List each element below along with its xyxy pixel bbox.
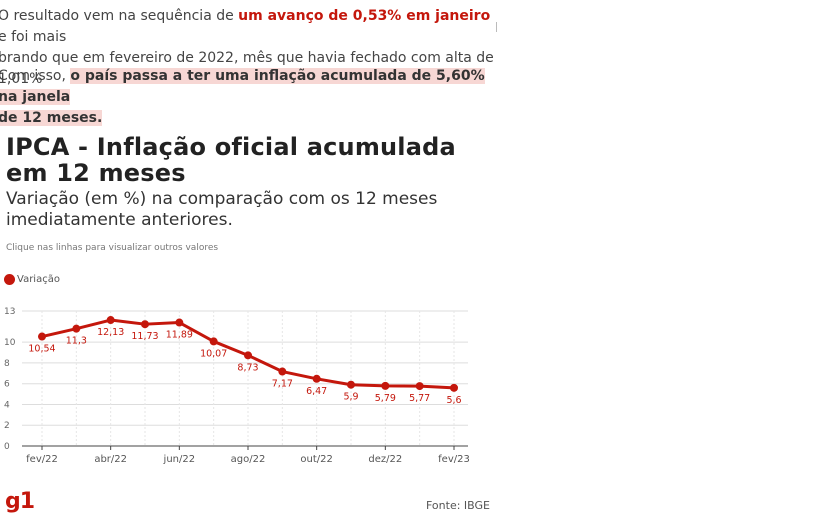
data-point: [244, 351, 252, 360]
data-label: 5,6: [446, 395, 461, 406]
y-tick-label: 10: [4, 338, 16, 348]
legend-dot-icon: [4, 274, 15, 285]
data-point: [450, 383, 458, 392]
y-tick-label: 8: [4, 359, 10, 369]
x-tick-label: dez/22: [368, 454, 402, 465]
data-label: 10,54: [28, 344, 55, 355]
data-label: 11,89: [166, 330, 193, 341]
paragraph-accumulated: Com isso, o país passa a ter uma inflaçã…: [0, 66, 496, 129]
paragraph-result-text-cont: e foi mais: [0, 29, 67, 45]
paragraph-result: O resultado vem na sequência de um avanç…: [0, 6, 496, 90]
data-label: 5,9: [343, 392, 358, 403]
line-chart: 0 2 4 6 8 10 13 fev/22 abr/22 jun/22 ago/22 out/22 d…: [4, 307, 470, 465]
y-tick-label: 0: [4, 442, 10, 452]
text-cursor-mark: [496, 22, 497, 32]
chart-source: Fonte: IBGE: [426, 499, 490, 512]
paragraph-result-emphasis: um avanço de 0,53% em janeiro: [238, 8, 491, 24]
data-point: [347, 380, 355, 389]
x-tick-label: jun/22: [163, 454, 196, 465]
y-tick-label: 6: [4, 380, 10, 390]
x-tick-label: out/22: [300, 454, 332, 465]
x-tick-label: abr/22: [94, 454, 127, 465]
paragraph-result-line2: brando que em fevereiro de 2022, mês que…: [0, 50, 494, 87]
data-label: 5,77: [409, 393, 430, 404]
chart-title: IPCA - Inflação oficial acumulada em 12 …: [6, 133, 456, 187]
data-point: [106, 316, 115, 325]
data-label: 10,07: [200, 348, 227, 359]
data-point: [278, 367, 287, 376]
data-label: 7,17: [272, 379, 293, 390]
legend-label: Variação: [17, 274, 60, 285]
data-label: 6,47: [306, 386, 327, 397]
y-tick-label: 4: [4, 400, 10, 410]
y-tick-label: 13: [4, 307, 15, 317]
data-label: 8,73: [237, 362, 258, 373]
x-tick-label: fev/23: [438, 454, 470, 465]
g1-logo: g1: [5, 489, 35, 514]
paragraph-result-text: O resultado vem na sequência de: [0, 8, 239, 24]
y-tick-label: 2: [4, 421, 10, 431]
data-label: 11,3: [66, 336, 87, 347]
paragraph-accumulated-text: Com isso,: [0, 68, 71, 84]
data-point: [415, 382, 424, 391]
data-label: 5,79: [375, 393, 396, 404]
x-tick-label: ago/22: [231, 454, 266, 465]
data-point: [209, 337, 218, 346]
chart-hint: Clique nas linhas para visualizar outros…: [6, 243, 219, 253]
data-point: [175, 318, 184, 327]
data-point: [38, 332, 46, 341]
data-point: [312, 374, 321, 383]
data-point: [72, 324, 81, 333]
x-tick-label: fev/22: [26, 454, 58, 465]
paragraph-highlight-2: de 12 meses.: [0, 110, 103, 126]
data-label: 12,13: [97, 327, 124, 338]
data-point: [141, 320, 149, 329]
chart-legend[interactable]: Variação: [4, 274, 60, 285]
data-label: 11,73: [131, 331, 158, 342]
chart-subtitle: Variação (em %) na comparação com os 12 …: [6, 189, 438, 230]
data-point: [381, 381, 390, 390]
paragraph-highlight-1: o país passa a ter uma inflação acumulad…: [0, 68, 485, 105]
